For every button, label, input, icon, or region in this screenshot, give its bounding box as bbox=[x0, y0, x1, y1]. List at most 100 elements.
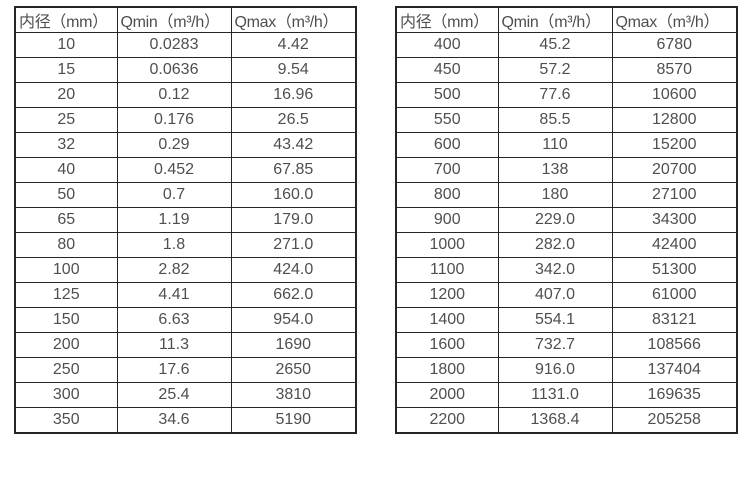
table-cell: 20700 bbox=[611, 157, 738, 183]
table-row: 350 34.6 5190 bbox=[14, 407, 357, 433]
table-cell: 800 bbox=[395, 182, 499, 208]
table-cell: 16.96 bbox=[230, 82, 357, 108]
table-cell: 407.0 bbox=[497, 282, 613, 308]
table-row: 40 0.452 67.85 bbox=[14, 157, 357, 183]
table-row: 15 0.0636 9.54 bbox=[14, 57, 357, 83]
table-body: 400 45.2 6780 450 57.2 8570 500 77.6 10600 550 85.… bbox=[395, 32, 738, 433]
table-cell: 12800 bbox=[611, 107, 738, 133]
table-cell: 77.6 bbox=[497, 82, 613, 108]
table-cell: 450 bbox=[395, 57, 499, 83]
table-cell: 0.0636 bbox=[116, 57, 232, 83]
table-cell: 1600 bbox=[395, 332, 499, 358]
table-cell: 100 bbox=[14, 257, 118, 283]
table-cell: 5190 bbox=[230, 407, 357, 433]
table-cell: 2.82 bbox=[116, 257, 232, 283]
table-cell: 20 bbox=[14, 82, 118, 108]
column-header: Qmax（m³/h） bbox=[230, 6, 357, 33]
table-cell: 150 bbox=[14, 307, 118, 333]
table-cell: 8570 bbox=[611, 57, 738, 83]
table-row: 600 110 15200 bbox=[395, 132, 738, 158]
tables-container: 内径（mm） Qmin（m³/h） Qmax（m³/h） 10 0.0283 4.42 1… bbox=[14, 6, 738, 434]
table-row: 800 180 27100 bbox=[395, 182, 738, 208]
table-cell: 6780 bbox=[611, 32, 738, 58]
table-cell: 0.176 bbox=[116, 107, 232, 133]
table-row: 450 57.2 8570 bbox=[395, 57, 738, 83]
table-cell: 26.5 bbox=[230, 107, 357, 133]
table-cell: 43.42 bbox=[230, 132, 357, 158]
table-cell: 34300 bbox=[611, 207, 738, 233]
table-cell: 1131.0 bbox=[497, 382, 613, 408]
table-cell: 3810 bbox=[230, 382, 357, 408]
table-cell: 250 bbox=[14, 357, 118, 383]
table-cell: 0.452 bbox=[116, 157, 232, 183]
table-cell: 916.0 bbox=[497, 357, 613, 383]
flow-spec-table-small-diameters: 内径（mm） Qmin（m³/h） Qmax（m³/h） 10 0.0283 4.42 1… bbox=[14, 6, 357, 434]
table-cell: 25.4 bbox=[116, 382, 232, 408]
table-row: 1000 282.0 42400 bbox=[395, 232, 738, 258]
table-row: 150 6.63 954.0 bbox=[14, 307, 357, 333]
table-cell: 500 bbox=[395, 82, 499, 108]
table-cell: 0.7 bbox=[116, 182, 232, 208]
table-cell: 1.19 bbox=[116, 207, 232, 233]
table-cell: 0.29 bbox=[116, 132, 232, 158]
table-cell: 40 bbox=[14, 157, 118, 183]
table-cell: 954.0 bbox=[230, 307, 357, 333]
table-cell: 424.0 bbox=[230, 257, 357, 283]
table-cell: 400 bbox=[395, 32, 499, 58]
table-row: 65 1.19 179.0 bbox=[14, 207, 357, 233]
table-cell: 137404 bbox=[611, 357, 738, 383]
table-cell: 1.8 bbox=[116, 232, 232, 258]
header-row: 内径（mm） Qmin（m³/h） Qmax（m³/h） bbox=[14, 6, 357, 33]
table-row: 900 229.0 34300 bbox=[395, 207, 738, 233]
column-header: Qmin（m³/h） bbox=[497, 6, 613, 33]
table-cell: 42400 bbox=[611, 232, 738, 258]
table-cell: 1200 bbox=[395, 282, 499, 308]
table-cell: 1400 bbox=[395, 307, 499, 333]
table-cell: 342.0 bbox=[497, 257, 613, 283]
table-row: 10 0.0283 4.42 bbox=[14, 32, 357, 58]
table-cell: 80 bbox=[14, 232, 118, 258]
column-header: 内径（mm） bbox=[395, 6, 499, 33]
table-cell: 271.0 bbox=[230, 232, 357, 258]
table-row: 2200 1368.4 205258 bbox=[395, 407, 738, 433]
table-cell: 125 bbox=[14, 282, 118, 308]
table-cell: 900 bbox=[395, 207, 499, 233]
table-cell: 1690 bbox=[230, 332, 357, 358]
table-row: 500 77.6 10600 bbox=[395, 82, 738, 108]
table-cell: 160.0 bbox=[230, 182, 357, 208]
table-row: 2000 1131.0 169635 bbox=[395, 382, 738, 408]
table-cell: 700 bbox=[395, 157, 499, 183]
table-cell: 550 bbox=[395, 107, 499, 133]
table-cell: 1800 bbox=[395, 357, 499, 383]
table-cell: 51300 bbox=[611, 257, 738, 283]
table-cell: 1368.4 bbox=[497, 407, 613, 433]
table-cell: 27100 bbox=[611, 182, 738, 208]
table-cell: 50 bbox=[14, 182, 118, 208]
table-cell: 229.0 bbox=[497, 207, 613, 233]
table-row: 20 0.12 16.96 bbox=[14, 82, 357, 108]
table-cell: 15 bbox=[14, 57, 118, 83]
column-header: Qmin（m³/h） bbox=[116, 6, 232, 33]
column-header: 内径（mm） bbox=[14, 6, 118, 33]
table-cell: 65 bbox=[14, 207, 118, 233]
table-cell: 1000 bbox=[395, 232, 499, 258]
table-cell: 180 bbox=[497, 182, 613, 208]
table-cell: 350 bbox=[14, 407, 118, 433]
table-cell: 10 bbox=[14, 32, 118, 58]
table-cell: 57.2 bbox=[497, 57, 613, 83]
table-row: 200 11.3 1690 bbox=[14, 332, 357, 358]
table-cell: 67.85 bbox=[230, 157, 357, 183]
table-cell: 45.2 bbox=[497, 32, 613, 58]
table-cell: 11.3 bbox=[116, 332, 232, 358]
table-cell: 6.63 bbox=[116, 307, 232, 333]
table-row: 400 45.2 6780 bbox=[395, 32, 738, 58]
table-cell: 732.7 bbox=[497, 332, 613, 358]
table-row: 25 0.176 26.5 bbox=[14, 107, 357, 133]
table-row: 1200 407.0 61000 bbox=[395, 282, 738, 308]
table-body: 10 0.0283 4.42 15 0.0636 9.54 20 0.12 16.96 25 0.1… bbox=[14, 32, 357, 433]
table-cell: 2000 bbox=[395, 382, 499, 408]
table-cell: 169635 bbox=[611, 382, 738, 408]
table-row: 80 1.8 271.0 bbox=[14, 232, 357, 258]
table-row: 125 4.41 662.0 bbox=[14, 282, 357, 308]
table-cell: 4.41 bbox=[116, 282, 232, 308]
